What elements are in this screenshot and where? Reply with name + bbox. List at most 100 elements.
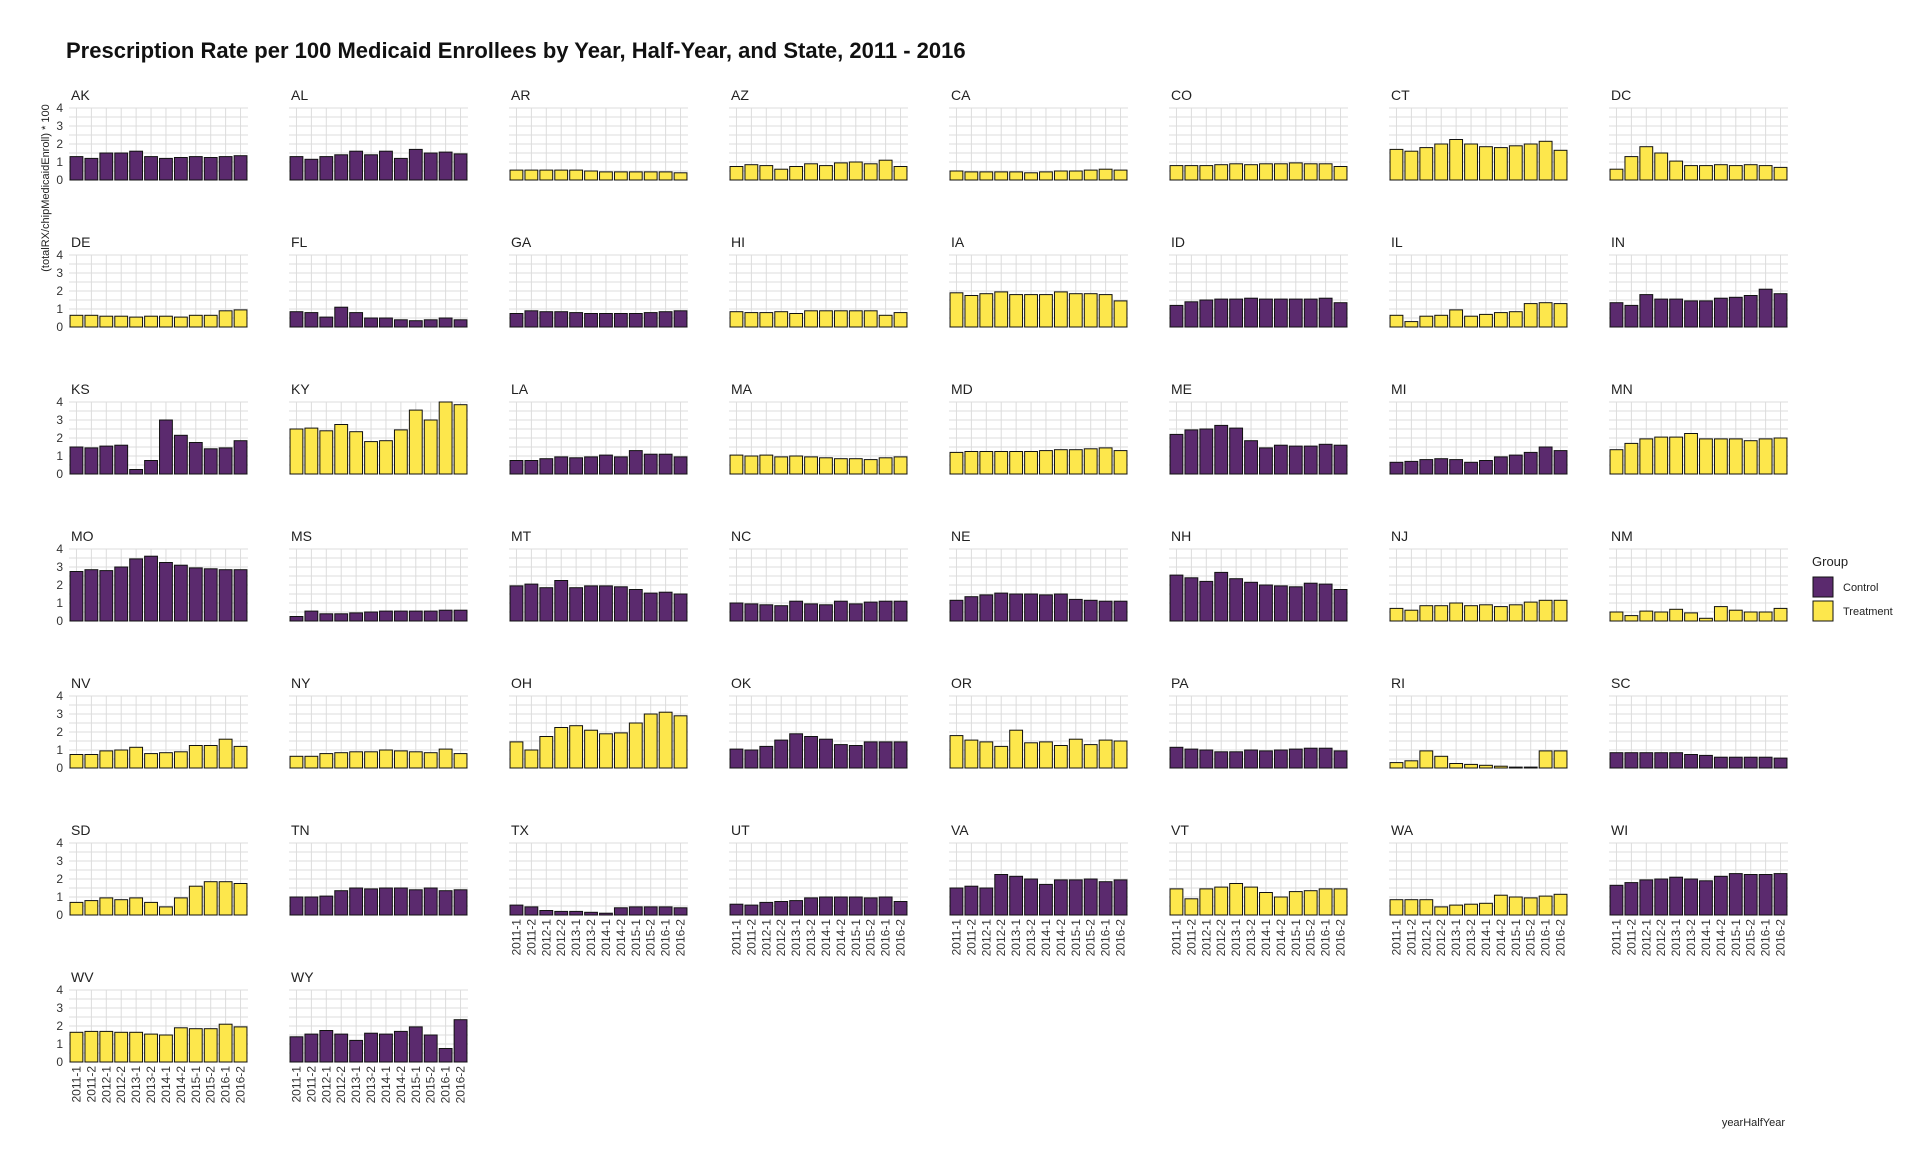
x-axis-title: yearHalfYear — [1722, 1117, 1786, 1129]
bar-mn-2012-1 — [1639, 438, 1654, 475]
x-tick-label: 2012-1 — [1199, 919, 1213, 957]
bar-ar-2014-2 — [613, 171, 628, 181]
facet-sd: SD 0 1 2 3 4 — [56, 822, 248, 922]
bar-fl-2013-2 — [364, 317, 378, 328]
bar-ri-2013-1 — [1449, 763, 1464, 769]
bar-mt-2012-1 — [539, 587, 554, 622]
bar-tx-2016-1 — [658, 906, 673, 916]
facet-label: ME — [1171, 381, 1192, 397]
facet-label: MI — [1391, 381, 1407, 397]
bar-oh-2015-1 — [628, 722, 643, 769]
facet-or: OR — [949, 675, 1128, 769]
y-tick-label: 4 — [56, 248, 63, 262]
bar-nj-2013-2 — [1464, 605, 1478, 622]
bar-vt-2012-1 — [1199, 888, 1214, 916]
x-tick-label: 2011-1 — [729, 919, 743, 956]
bar-al-2011-1 — [289, 156, 304, 181]
bar-mo-2013-2 — [144, 555, 158, 622]
bar-ia-2014-1 — [1039, 294, 1053, 328]
bar-dc-2013-1 — [1669, 160, 1684, 181]
y-tick-label: 3 — [56, 854, 63, 868]
bar-tx-2014-2 — [613, 907, 628, 916]
bar-or-2015-1 — [1068, 738, 1083, 769]
bar-wy-2011-2 — [304, 1033, 319, 1063]
x-tick-label: 2016-2 — [454, 1066, 468, 1104]
facet-label: MA — [731, 381, 753, 397]
bar-mi-2012-2 — [1434, 458, 1449, 475]
x-tick-label: 2015-2 — [204, 1066, 218, 1104]
bar-nj-2011-1 — [1389, 607, 1404, 622]
bar-in-2011-1 — [1609, 302, 1624, 328]
bar-wv-2016-2 — [233, 1026, 248, 1063]
facet-ak: AK 0 1 2 3 4 — [56, 87, 248, 187]
bar-hi-2016-2 — [893, 312, 908, 328]
bar-ut-2015-1 — [848, 896, 863, 916]
bar-sc-2011-2 — [1624, 752, 1639, 769]
facet-label: MD — [951, 381, 973, 397]
bar-fl-2013-1 — [349, 312, 364, 328]
bar-or-2013-1 — [1009, 729, 1024, 769]
bar-tn-2014-2 — [393, 887, 408, 916]
bar-in-2014-1 — [1699, 300, 1713, 328]
bar-mi-2014-1 — [1479, 460, 1493, 475]
bar-or-2013-2 — [1024, 742, 1038, 769]
y-tick-label: 0 — [56, 761, 63, 775]
bar-wi-2011-2 — [1624, 882, 1639, 916]
x-tick-label: 2015-2 — [424, 1066, 438, 1104]
bar-pa-2014-1 — [1259, 750, 1273, 769]
bar-wa-2016-2 — [1553, 893, 1568, 916]
bar-co-2015-1 — [1288, 162, 1303, 181]
bar-nv-2012-2 — [114, 749, 129, 769]
bar-wi-2016-2 — [1773, 873, 1788, 916]
bar-ne-2014-1 — [1039, 594, 1053, 622]
bar-pa-2014-2 — [1273, 749, 1288, 769]
bar-al-2013-2 — [364, 154, 378, 181]
bar-oh-2012-2 — [554, 727, 569, 769]
bar-wa-2015-1 — [1508, 896, 1523, 916]
x-tick-label: 2014-1 — [1479, 919, 1493, 957]
bar-ct-2016-1 — [1538, 140, 1553, 181]
y-tick-label: 3 — [56, 119, 63, 133]
bar-la-2014-1 — [599, 454, 613, 475]
bar-pa-2012-2 — [1214, 751, 1229, 769]
bar-co-2015-2 — [1303, 163, 1318, 181]
bar-ky-2013-2 — [364, 441, 378, 475]
bar-in-2013-2 — [1684, 300, 1698, 328]
x-tick-label: 2016-1 — [439, 1066, 453, 1104]
x-tick-label: 2011-1 — [509, 919, 523, 956]
bar-ia-2014-2 — [1053, 291, 1068, 328]
bar-tx-2016-2 — [673, 907, 688, 916]
bar-az-2013-2 — [804, 163, 818, 181]
bar-ar-2012-2 — [554, 169, 569, 181]
facet-az: AZ — [729, 87, 908, 181]
bar-nc-2015-1 — [848, 603, 863, 622]
bar-in-2016-1 — [1758, 288, 1773, 328]
bar-ny-2014-1 — [379, 749, 393, 769]
facet-hi: HI — [729, 234, 908, 328]
y-tick-label: 4 — [56, 101, 63, 115]
bar-ri-2014-2 — [1493, 765, 1508, 769]
bar-ct-2013-2 — [1464, 143, 1478, 181]
bar-ne-2015-2 — [1083, 599, 1098, 622]
x-tick-label: 2014-2 — [834, 919, 848, 957]
bar-hi-2014-1 — [819, 310, 833, 328]
x-tick-label: 2011-1 — [69, 1066, 83, 1103]
facet-label: AL — [291, 87, 308, 103]
facet-label: WI — [1611, 822, 1628, 838]
x-tick-label: 2014-2 — [1054, 919, 1068, 957]
x-tick-label: 2015-1 — [409, 1066, 423, 1104]
bar-tn-2011-2 — [304, 896, 319, 916]
bar-al-2016-2 — [453, 153, 468, 181]
bar-la-2011-2 — [524, 460, 539, 475]
bar-mi-2011-2 — [1404, 460, 1419, 475]
bar-al-2015-1 — [408, 148, 423, 181]
y-tick-label: 4 — [56, 395, 63, 409]
y-tick-label: 3 — [56, 413, 63, 427]
bar-sd-2012-2 — [114, 899, 129, 916]
x-tick-label: 2014-2 — [1494, 919, 1508, 957]
bar-ny-2016-1 — [438, 748, 453, 769]
bar-va-2012-2 — [994, 874, 1009, 916]
bar-vt-2014-2 — [1273, 896, 1288, 916]
y-tick-label: 2 — [56, 284, 63, 298]
